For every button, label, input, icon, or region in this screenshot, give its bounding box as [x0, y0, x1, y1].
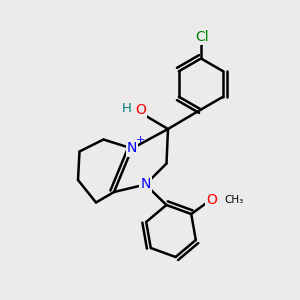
Text: CH₃: CH₃: [224, 195, 244, 205]
Text: O: O: [206, 193, 217, 207]
Text: O: O: [135, 103, 146, 116]
Text: N: N: [140, 178, 151, 191]
Text: +: +: [136, 135, 145, 145]
Text: H: H: [122, 101, 131, 115]
Text: N: N: [127, 142, 137, 155]
Text: Cl: Cl: [196, 30, 209, 44]
